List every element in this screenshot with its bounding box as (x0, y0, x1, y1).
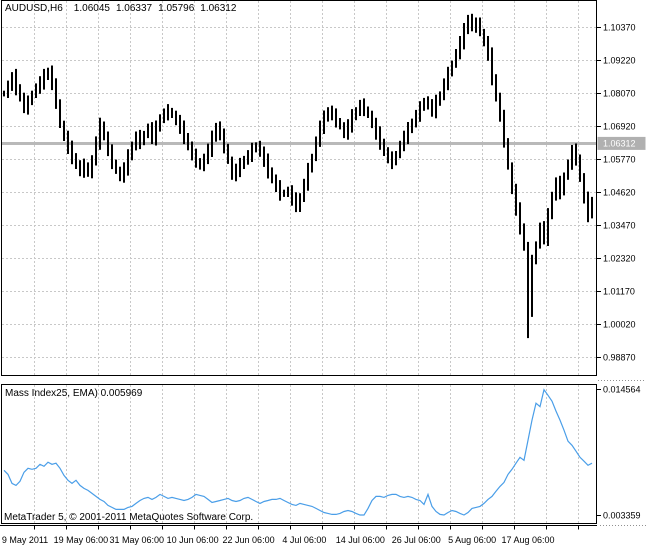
ohlc-high-value: 1.06337 (115, 3, 153, 14)
time-axis-label: 17 Aug 06:00 (501, 535, 554, 545)
price-axis-label: 1.01170 (603, 287, 635, 297)
ohlc-open-value: 1.06045 (73, 3, 110, 14)
indicator-axis-label: 0.014564 (603, 385, 641, 395)
time-axis-label: 14 Jul 06:00 (336, 535, 385, 545)
time-axis-label: 31 May 06:00 (110, 535, 165, 545)
copyright-text: MetaTrader 5, © 2001-2011 MetaQuotes Sof… (4, 512, 254, 523)
price-axis-label: 1.02320 (603, 254, 636, 264)
price-axis-label: 0.98870 (603, 353, 636, 363)
indicator-label: Mass Index25, EMA) 0.005969 (5, 388, 143, 399)
indicator-axis-label: 0.003359 (603, 511, 641, 521)
ohlc-low-value: 1.05796 (158, 3, 195, 14)
time-axis-label: 26 Jul 06:00 (392, 535, 441, 545)
time-axis-label: 19 May 06:00 (54, 535, 109, 545)
mass-index-line (3, 388, 593, 516)
time-axis-label: 10 Jun 06:00 (167, 535, 219, 545)
price-axis-label: 1.04620 (603, 188, 636, 198)
price-axis-label: 1.05770 (603, 155, 636, 165)
price-axis-label: 1.06920 (603, 122, 636, 132)
indicator-panel-border[interactable] (1, 384, 597, 524)
price-axis-label: 1.08070 (603, 89, 636, 99)
current-price-tag-label: 1.06312 (603, 139, 636, 149)
current-price-tag (597, 136, 646, 150)
symbol-period-label: AUDUSD,H6 (5, 3, 63, 14)
time-axis-label: 9 May 2011 (2, 535, 48, 545)
price-axis-label: 1.09220 (603, 56, 636, 66)
price-axis-label: 1.03470 (603, 221, 636, 231)
time-axis-label: 4 Jul 06:00 (282, 535, 326, 545)
price-axis-label: 1.00020 (603, 320, 636, 330)
time-axis-label: 5 Aug 06:00 (448, 535, 496, 545)
ohlc-close-value: 1.06312 (200, 3, 237, 14)
time-axis-label: 22 Jun 06:00 (223, 535, 275, 545)
ohlc-header: AUDUSD,H6 1.06045 1.06337 1.05796 1.06312 (5, 3, 242, 14)
main-panel-border[interactable] (1, 0, 597, 376)
price-axis-label: 1.10370 (603, 23, 636, 33)
